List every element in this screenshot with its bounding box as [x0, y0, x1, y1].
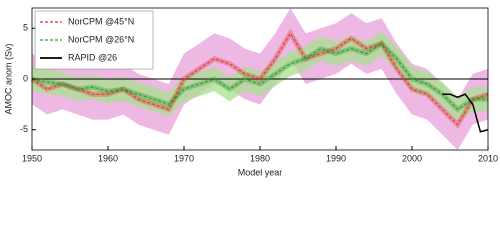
chart: Model year AMOC anom (Sv) 1950 1960 1970 19…	[3, 7, 498, 177]
x-tick-label: 1950	[22, 153, 42, 163]
y-tick-label: 5	[23, 23, 28, 33]
uncertainty-band	[32, 31, 488, 122]
x-tick-label: 2000	[402, 153, 422, 163]
y-axis-label: AMOC anom (Sv)	[3, 43, 13, 114]
legend-box	[34, 10, 154, 70]
series-line	[31, 32, 489, 126]
x-axis-label: Model year	[238, 167, 283, 177]
legend-label: RAPID @26	[68, 52, 117, 62]
x-tick-label: 2010	[478, 153, 498, 163]
x-tick-label: 1970	[174, 153, 194, 163]
y-tick-label: 0	[23, 73, 28, 83]
y-tick-label: -5	[20, 124, 28, 134]
legend-label: NorCPM @26°N	[68, 34, 134, 44]
x-tick-label: 1980	[250, 153, 270, 163]
x-tick-label: 1960	[98, 153, 118, 163]
series-line	[31, 42, 488, 111]
series-line	[442, 93, 489, 133]
legend: NorCPM @45°N NorCPM @26°N RAPID @26	[34, 10, 154, 70]
legend-label: NorCPM @45°N	[68, 16, 134, 26]
x-tick-label: 1990	[326, 153, 346, 163]
